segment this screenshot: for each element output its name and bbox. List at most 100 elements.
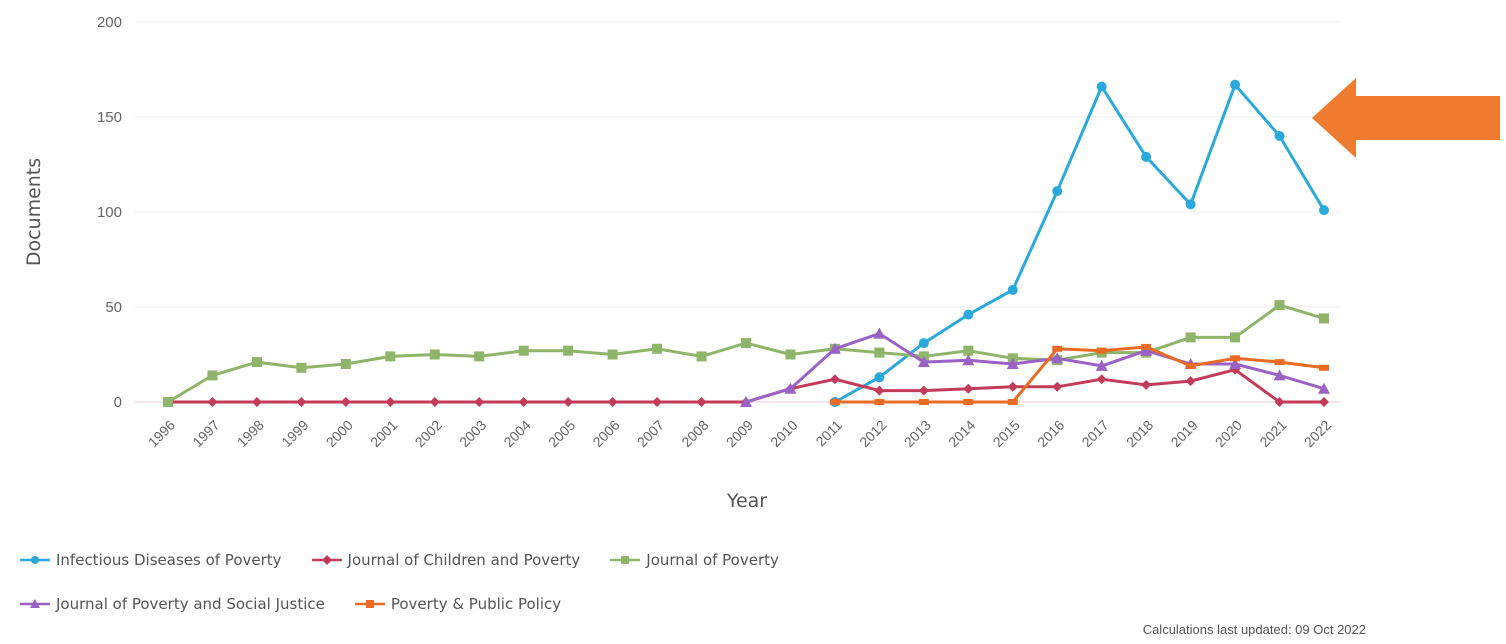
x-tick-label: 2017 [1078, 417, 1111, 450]
data-point [429, 397, 440, 407]
legend-label: Journal of Poverty and Social Justice [56, 595, 325, 613]
data-point [1274, 397, 1285, 407]
legend-label: Poverty & Public Policy [390, 595, 562, 613]
data-point [696, 397, 707, 407]
data-point [1096, 374, 1107, 385]
data-point [784, 382, 797, 394]
data-point [518, 345, 529, 356]
legend-row-1: Infectious Diseases of Poverty Journal o… [20, 545, 1020, 575]
data-point [1052, 345, 1063, 352]
data-point [828, 342, 841, 354]
data-point [296, 397, 307, 407]
legend: Infectious Diseases of Poverty Journal o… [20, 545, 1020, 633]
series-line [834, 83, 1326, 404]
data-point [1141, 151, 1152, 162]
data-point [874, 399, 885, 405]
data-point [741, 338, 751, 349]
x-tick-label: 2019 [1167, 417, 1200, 450]
legend-line-square-icon [610, 556, 641, 564]
data-point [873, 327, 886, 339]
data-point [1319, 205, 1329, 216]
legend-row-2: Journal of Poverty and Social Justice Po… [20, 589, 1020, 619]
data-point [474, 397, 485, 407]
x-tick-label: 2012 [856, 417, 889, 450]
data-point [874, 385, 885, 396]
data-point [963, 345, 974, 356]
data-point [785, 349, 796, 360]
data-point [963, 383, 974, 394]
gridlines [135, 21, 1340, 403]
y-tick-label: 150 [97, 109, 122, 126]
data-point [1319, 364, 1329, 371]
x-axis-ticks: 1996 1997 1998 1999 2000 2001 2002 2003 2004 2005… [145, 417, 1334, 450]
data-point [1052, 186, 1063, 197]
data-point [1096, 347, 1107, 354]
legend-line-cross-icon [354, 600, 385, 608]
legend-item-social-justice[interactable]: Journal of Poverty and Social Justice [20, 595, 325, 613]
x-tick-label: 2006 [589, 417, 622, 450]
data-point [962, 354, 975, 366]
data-point [385, 397, 396, 407]
data-point [874, 372, 885, 383]
data-point [1052, 381, 1063, 392]
x-tick-label: 1997 [189, 417, 222, 450]
legend-item-journal-of-poverty[interactable]: Journal of Poverty [610, 551, 779, 569]
data-point [1229, 358, 1242, 369]
data-point [1185, 332, 1196, 343]
data-point [1185, 376, 1196, 387]
x-tick-label: 2002 [412, 417, 445, 450]
legend-item-infectious-diseases[interactable]: Infectious Diseases of Poverty [20, 551, 282, 569]
calculations-footnote: Calculations last updated: 09 Oct 2022 [1142, 622, 1366, 637]
data-point [1274, 131, 1285, 141]
line-chart: 0 50 100 150 200 1996 1997 1998 1999 2000 2001 200… [23, 14, 1500, 512]
data-point [1273, 369, 1286, 381]
data-point [740, 396, 752, 407]
x-tick-label: 2013 [901, 417, 934, 450]
y-tick-label: 0 [114, 394, 122, 411]
data-point [874, 347, 885, 358]
data-point [696, 351, 707, 362]
highlight-arrow [1312, 78, 1500, 158]
legend-label: Journal of Children and Poverty [347, 551, 581, 569]
legend-line-triangle-icon [20, 599, 50, 608]
data-point [474, 351, 485, 362]
data-point [918, 385, 929, 396]
data-point [1007, 284, 1018, 295]
data-point [829, 374, 840, 385]
x-tick-label: 2004 [500, 417, 533, 450]
series-line [745, 332, 1325, 404]
data-point [251, 397, 262, 407]
legend-line-diamond-icon [311, 555, 342, 565]
legend-label: Journal of Poverty [646, 551, 779, 569]
x-tick-label: 2000 [323, 417, 356, 450]
data-point [1095, 359, 1108, 371]
data-point [1230, 332, 1241, 343]
data-point [652, 397, 663, 407]
series-line [834, 345, 1325, 404]
x-tick-label: 2011 [812, 417, 845, 450]
series-4 [829, 343, 1329, 405]
y-axis-title: Documents [23, 158, 45, 266]
data-point [518, 397, 529, 407]
legend-item-public-policy[interactable]: Poverty & Public Policy [354, 595, 562, 613]
data-point [1319, 397, 1329, 407]
x-tick-label: 2022 [1301, 417, 1334, 450]
legend-item-children-poverty[interactable]: Journal of Children and Poverty [311, 551, 581, 569]
data-point [963, 309, 974, 320]
x-tick-label: 2005 [545, 417, 578, 450]
data-point [563, 397, 574, 407]
data-point [340, 359, 351, 369]
data-point [1319, 313, 1329, 324]
y-axis-ticks: 0 50 100 150 200 [97, 14, 122, 411]
legend-line-circle-icon [20, 556, 50, 564]
x-tick-label: 2003 [456, 417, 489, 450]
data-point [340, 397, 351, 407]
data-point [607, 397, 618, 407]
data-point [1007, 381, 1018, 392]
data-point [1230, 355, 1241, 362]
data-point [918, 338, 929, 349]
data-point [429, 349, 440, 360]
x-tick-label: 2007 [634, 417, 667, 450]
data-point [1141, 379, 1152, 390]
data-point [1141, 343, 1152, 350]
